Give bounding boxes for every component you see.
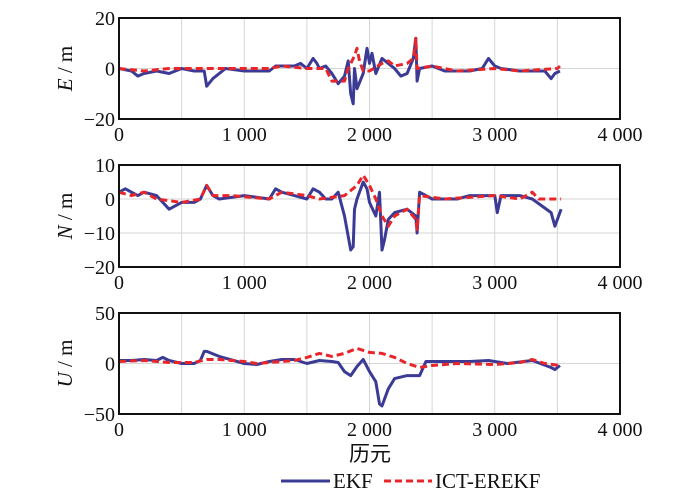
y-tick-label: 0	[105, 354, 115, 376]
x-tick-label: 3 000	[472, 419, 517, 441]
subplot-n: 0 1 000 2 000 3 000 4 000 10 0 −10 −20 N / m	[53, 155, 643, 294]
y-tick-label: 0	[105, 59, 115, 81]
x-tick-label: 1 000	[222, 272, 267, 294]
series-line-ekf	[119, 349, 561, 408]
y-axis-unit: / m	[53, 340, 77, 373]
x-tick-label: 2 000	[347, 272, 392, 294]
y-axis-variable: U	[53, 370, 77, 387]
x-tick-label: 1 000	[222, 419, 267, 441]
x-tick-label: 2 000	[347, 419, 392, 441]
y-axis-unit: / m	[53, 193, 77, 226]
plot-frame	[118, 17, 621, 120]
y-axis-variable: N	[53, 224, 77, 240]
legend-label-ekf: EKF	[333, 469, 373, 493]
y-tick-label: 0	[105, 189, 115, 211]
y-tick-label: 20	[95, 8, 115, 30]
y-axis-label: N / m	[53, 193, 77, 241]
x-tick-label: 4 000	[598, 419, 643, 441]
x-axis-label: 历元	[349, 442, 391, 466]
x-tick-label: 3 000	[472, 124, 517, 146]
x-tick-label: 0	[114, 124, 124, 146]
y-axis-unit: / m	[53, 46, 77, 79]
x-tick-label: 4 000	[598, 272, 643, 294]
legend: EKF ICT-EREKF	[281, 469, 540, 493]
y-tick-label: 10	[95, 155, 115, 177]
x-tick-label: 3 000	[472, 272, 517, 294]
x-tick-label: 1 000	[222, 124, 267, 146]
y-axis-variable: E	[53, 78, 77, 92]
series-line-ekf	[119, 36, 561, 106]
x-tick-label: 4 000	[598, 124, 643, 146]
y-tick-label: −20	[84, 257, 115, 279]
series-line-ekf	[119, 180, 563, 252]
plot-frame	[118, 164, 621, 268]
y-tick-label: −20	[84, 109, 115, 131]
y-tick-label: −10	[84, 223, 115, 245]
x-tick-label: 2 000	[347, 124, 392, 146]
y-axis-label: E / m	[53, 46, 77, 93]
y-axis-label: U / m	[53, 340, 77, 388]
series-line-ict-erekf	[119, 346, 561, 369]
y-tick-label: 50	[95, 303, 115, 325]
series-line-ict-erekf	[119, 36, 561, 83]
legend-label-ict-erekf: ICT-EREKF	[435, 469, 540, 493]
x-tick-label: 0	[114, 419, 124, 441]
plot-frame	[118, 312, 621, 415]
x-tick-label: 0	[114, 272, 124, 294]
series-line-ict-erekf	[119, 173, 562, 232]
y-tick-label: −50	[84, 404, 115, 426]
